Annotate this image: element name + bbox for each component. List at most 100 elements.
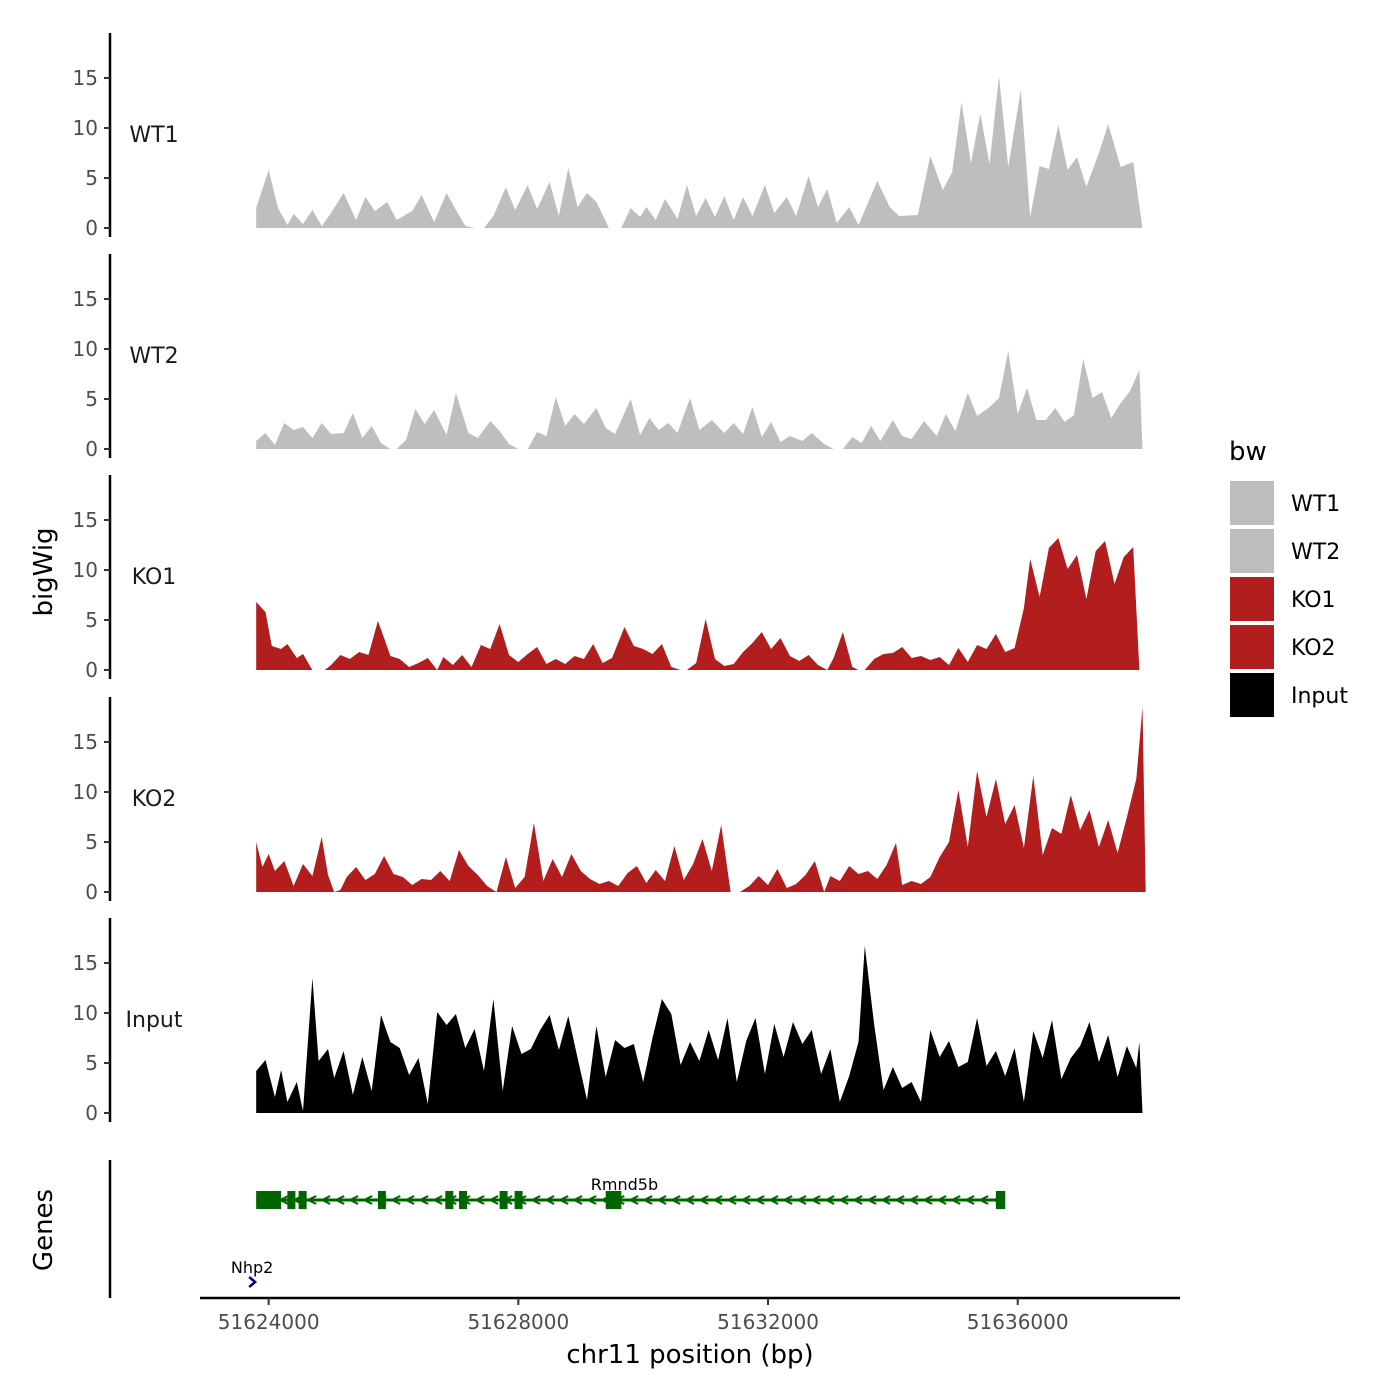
y-tick-label: 10: [73, 558, 98, 582]
strand-arrow: [361, 1195, 373, 1205]
y-tick-label: 15: [73, 66, 98, 90]
legend-label: WT1: [1291, 492, 1340, 517]
y-tick-label: 0: [85, 216, 98, 240]
legend-entry-ko1: KO1: [1228, 575, 1336, 623]
strand-arrow: [725, 1195, 737, 1205]
y-tick-label: 15: [73, 287, 98, 311]
strand-arrow: [431, 1195, 443, 1205]
strand-arrow: [557, 1195, 569, 1205]
strand-arrow: [767, 1195, 779, 1205]
legend-swatch: [1228, 575, 1276, 623]
legend-label: KO1: [1291, 588, 1336, 613]
legend-title: bw: [1229, 437, 1267, 467]
legend-entry-input: Input: [1228, 671, 1348, 719]
y-tick-label: 5: [85, 1051, 98, 1075]
strand-arrow: [739, 1195, 751, 1205]
y-tick-label: 5: [85, 387, 98, 411]
strand-arrow: [319, 1195, 331, 1205]
gene-exon: [287, 1191, 296, 1209]
strand-arrow: [641, 1195, 653, 1205]
x-tick-label: 51628000: [467, 1310, 569, 1334]
y-tick-label: 15: [73, 508, 98, 532]
track-label-ko1: KO1: [132, 565, 177, 590]
strand-arrow: [529, 1195, 541, 1205]
strand-arrow: [781, 1195, 793, 1205]
gene-label: Rmnd5b: [591, 1175, 658, 1194]
y-tick-label: 0: [85, 658, 98, 682]
strand-arrow: [837, 1195, 849, 1205]
gene-exon: [499, 1191, 508, 1209]
signal-area: [686, 619, 859, 670]
gene-exon: [298, 1191, 307, 1209]
strand-arrow: [417, 1195, 429, 1205]
strand-arrow: [823, 1195, 835, 1205]
legend-entry-wt2: WT2: [1228, 527, 1340, 575]
y-tick-label: 5: [85, 830, 98, 854]
strand-arrow: [585, 1195, 597, 1205]
legend: bw WT1 WT2 KO1 KO2 Input: [1228, 437, 1348, 719]
strand-arrow: [935, 1195, 947, 1205]
legend-label: Input: [1291, 684, 1348, 709]
gene-exon: [377, 1191, 386, 1209]
strand-arrow: [333, 1195, 345, 1205]
strand-arrow: [711, 1195, 723, 1205]
signal-area: [739, 707, 1146, 892]
gene-rmnd5b: Rmnd5b: [256, 1175, 1006, 1209]
strand-arrow: [627, 1195, 639, 1205]
track-label-input: Input: [126, 1008, 183, 1033]
x-tick-label: 51636000: [967, 1310, 1069, 1334]
legend-swatch: [1228, 527, 1276, 575]
strand-arrow: [949, 1195, 961, 1205]
signal-area: [842, 351, 1143, 449]
strand-arrow: [879, 1195, 891, 1205]
y-tick-label: 10: [73, 116, 98, 140]
y-tick-label: 5: [85, 608, 98, 632]
signal-tracks: 0 5 10 15 WT1 0 5 10 15 WT2 0 5 10 15 KO1 0 5 10 15 KO2 0 5 10…: [73, 33, 1146, 1125]
strand-arrow: [963, 1195, 975, 1205]
strand-arrow: [248, 1276, 258, 1288]
strand-arrow: [795, 1195, 807, 1205]
legend-entry-wt1: WT1: [1228, 479, 1340, 527]
strand-arrow: [697, 1195, 709, 1205]
gene-exon: [514, 1191, 523, 1209]
strand-arrow: [305, 1195, 317, 1205]
strand-arrow: [347, 1195, 359, 1205]
signal-area: [621, 76, 1143, 228]
genes-axis-title: Genes: [29, 1189, 59, 1271]
legend-entries: WT1 WT2 KO1 KO2 Input: [1228, 479, 1348, 719]
strand-arrow: [907, 1195, 919, 1205]
track-wt1: 0 5 10 15 WT1: [73, 33, 1143, 240]
y-tick-label: 10: [73, 1001, 98, 1025]
strand-arrow: [865, 1195, 877, 1205]
signal-area: [256, 413, 391, 449]
y-axis-title: bigWig: [29, 527, 59, 616]
track-label-ko2: KO2: [132, 787, 177, 812]
strand-arrow: [809, 1195, 821, 1205]
legend-label: WT2: [1291, 540, 1340, 565]
gene-exon: [256, 1191, 282, 1209]
y-tick-label: 0: [85, 1101, 98, 1125]
legend-swatch: [1228, 623, 1276, 671]
signal-area: [256, 946, 1143, 1113]
signal-area: [256, 170, 475, 228]
x-tick-label: 51632000: [717, 1310, 819, 1334]
strand-arrow: [487, 1195, 499, 1205]
strand-arrow: [893, 1195, 905, 1205]
gene-exon: [459, 1191, 468, 1209]
strand-arrow: [921, 1195, 933, 1205]
gene-label: Nhp2: [231, 1258, 273, 1277]
strand-arrow: [571, 1195, 583, 1205]
signal-area: [256, 602, 313, 670]
signal-area: [396, 393, 519, 449]
track-label-wt2: WT2: [129, 344, 178, 369]
gene-exon: [445, 1191, 454, 1209]
track-label-wt1: WT1: [129, 123, 178, 148]
strand-arrow: [977, 1195, 989, 1205]
gene-track: Rmnd5b Nhp2: [108, 1160, 1006, 1298]
strand-arrow: [543, 1195, 555, 1205]
y-tick-label: 5: [85, 166, 98, 190]
strand-arrow: [683, 1195, 695, 1205]
legend-swatch: [1228, 479, 1276, 527]
strand-arrow: [655, 1195, 667, 1205]
legend-swatch: [1228, 671, 1276, 719]
